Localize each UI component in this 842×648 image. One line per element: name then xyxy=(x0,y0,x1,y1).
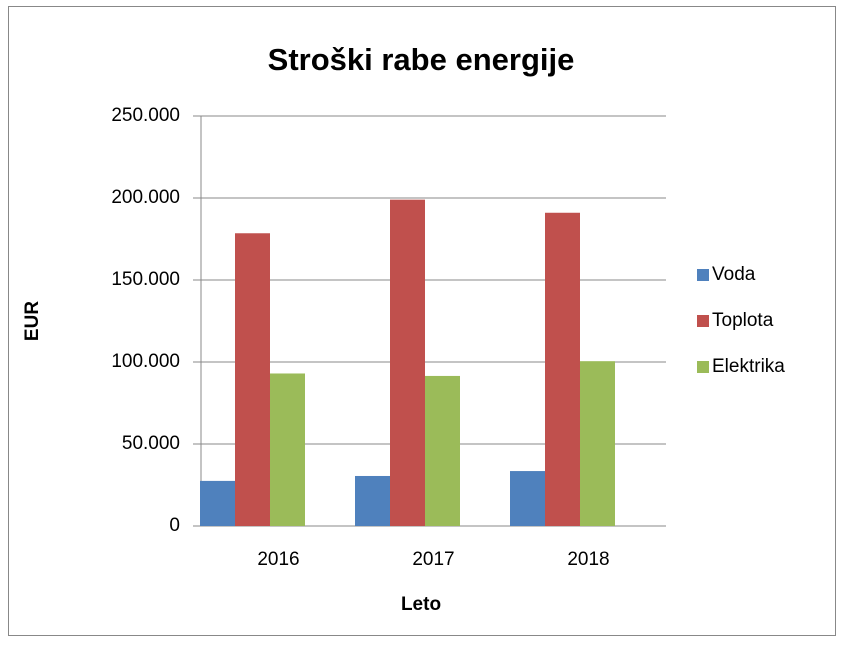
bar xyxy=(270,373,305,526)
legend-label: Elektrika xyxy=(712,356,785,377)
legend-label: Toplota xyxy=(712,310,774,331)
y-tick-label: 150.000 xyxy=(111,269,180,290)
chart-title: Stroški rabe energije xyxy=(268,42,575,77)
y-tick-label: 200.000 xyxy=(111,187,180,208)
bar xyxy=(580,361,615,526)
bar xyxy=(200,480,235,526)
y-tick-label: 250.000 xyxy=(111,105,180,126)
legend-swatch xyxy=(697,361,709,373)
y-tick-label: 100.000 xyxy=(111,351,180,372)
bar xyxy=(510,471,545,526)
x-tick-label: 2016 xyxy=(257,549,299,570)
bar xyxy=(545,212,580,526)
x-axis-label: Leto xyxy=(401,594,441,615)
x-tick-label: 2018 xyxy=(567,549,609,570)
legend-swatch xyxy=(697,315,709,327)
legend-swatch xyxy=(697,269,709,281)
legend-label: Voda xyxy=(712,264,756,285)
x-tick-label: 2017 xyxy=(412,549,454,570)
bar xyxy=(355,475,390,526)
y-tick-label: 0 xyxy=(169,515,180,536)
bar xyxy=(235,233,270,526)
bar xyxy=(390,199,425,526)
bar xyxy=(425,375,460,526)
y-tick-label: 50.000 xyxy=(122,433,180,454)
y-axis-label: EUR xyxy=(22,301,43,341)
